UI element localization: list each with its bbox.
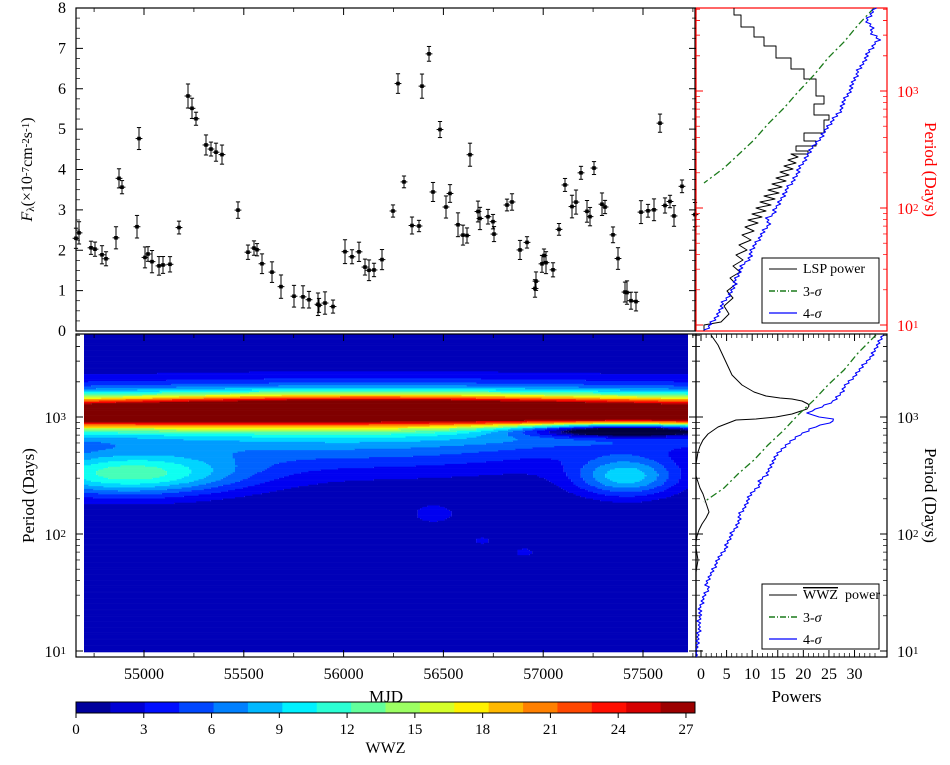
svg-text:Period (Days): Period (Days) [921,122,940,217]
svg-text:24: 24 [611,722,627,738]
svg-text:2: 2 [58,242,66,259]
svg-text:Period (Days): Period (Days) [921,448,940,543]
svg-text:12: 12 [340,722,355,738]
svg-text:57000: 57000 [523,666,563,683]
svg-text:55000: 55000 [124,666,164,683]
svg-text:15: 15 [407,722,422,738]
svg-text:0: 0 [58,323,66,340]
svg-text:WWZ: WWZ [803,588,838,603]
svg-text:7: 7 [58,40,66,57]
svg-text:power: power [845,588,880,603]
svg-text:0: 0 [697,666,705,683]
svg-text:3: 3 [58,202,66,219]
svg-text:4: 4 [58,162,66,179]
svg-text:30: 30 [847,666,863,683]
svg-text:6: 6 [58,81,66,98]
svg-text:20: 20 [795,666,811,683]
svg-text:WWZ: WWZ [366,740,406,757]
svg-text:4-σ: 4-σ [803,307,823,322]
svg-text:3-σ: 3-σ [803,611,823,626]
svg-text:21: 21 [543,722,558,738]
svg-text:15: 15 [770,666,786,683]
svg-text:Powers: Powers [771,687,821,706]
svg-text:25: 25 [821,666,837,683]
svg-text:56000: 56000 [324,666,364,683]
svg-text:1: 1 [58,283,66,300]
svg-text:5: 5 [723,666,731,683]
svg-text:57500: 57500 [623,666,663,683]
svg-text:5: 5 [58,121,66,138]
svg-text:LSP power: LSP power [803,262,865,277]
svg-text:9: 9 [276,722,284,738]
svg-text:18: 18 [475,722,490,738]
svg-text:55500: 55500 [224,666,264,683]
svg-text:56500: 56500 [423,666,463,683]
svg-text:3-σ: 3-σ [803,285,823,300]
svg-text:27: 27 [678,722,694,738]
svg-text:0: 0 [72,722,80,738]
svg-text:8: 8 [58,0,66,17]
svg-text:4-σ: 4-σ [803,633,823,648]
svg-text:3: 3 [140,722,148,738]
svg-text:6: 6 [208,722,216,738]
svg-text:Period (Days): Period (Days) [19,448,38,543]
svg-text:10: 10 [744,666,760,683]
